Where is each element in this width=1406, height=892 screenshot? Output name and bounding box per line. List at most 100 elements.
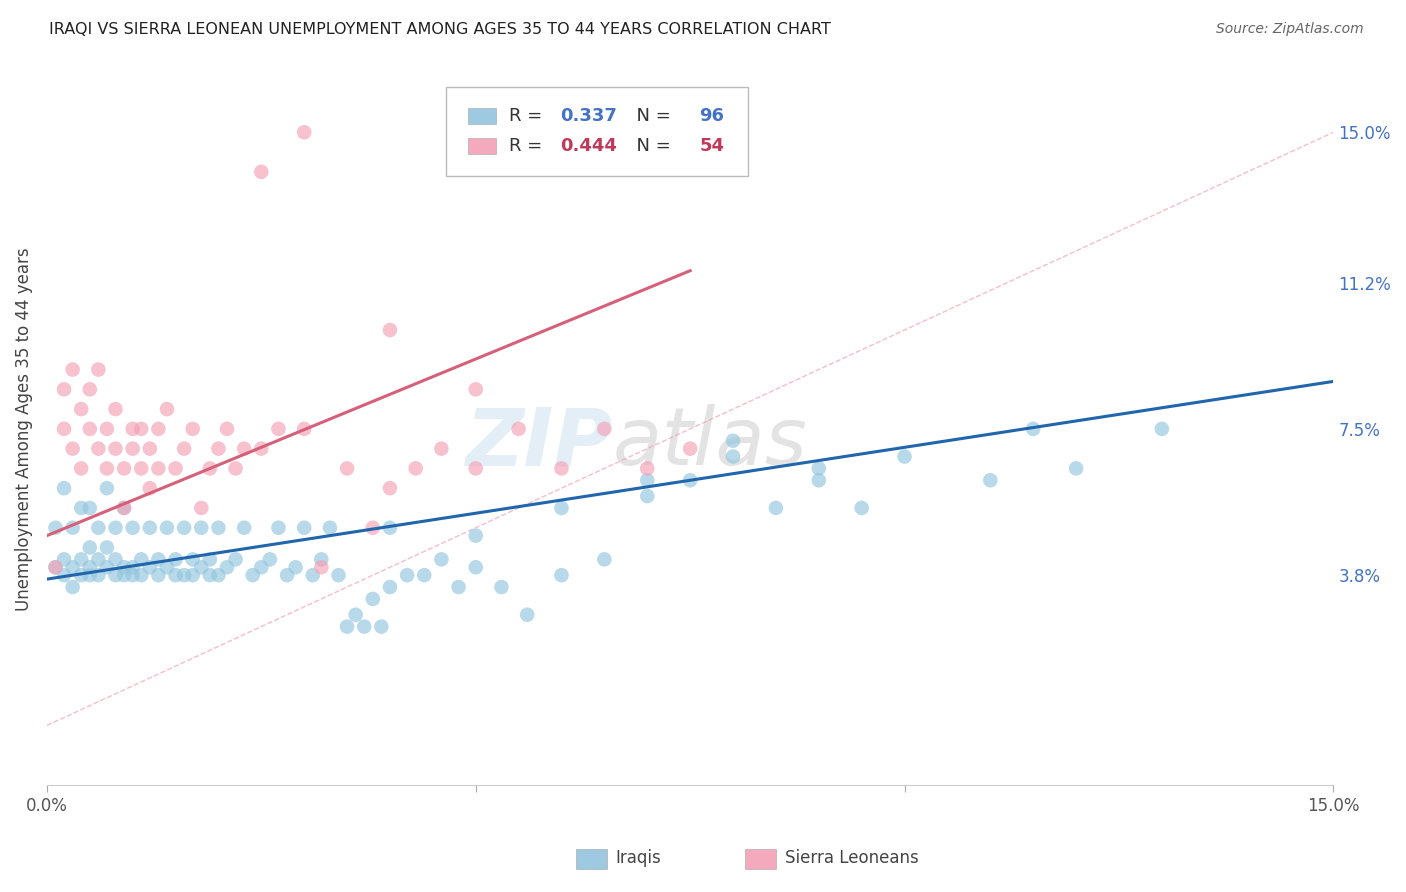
Point xyxy=(62,442,84,456)
Point xyxy=(148,461,170,475)
Point xyxy=(62,560,84,574)
Point xyxy=(464,382,486,396)
Point xyxy=(276,568,298,582)
Point xyxy=(292,125,315,139)
Point xyxy=(53,422,76,436)
Point xyxy=(104,521,127,535)
Point xyxy=(284,560,307,574)
Point xyxy=(96,560,118,574)
Text: 96: 96 xyxy=(699,107,724,125)
Text: 0.444: 0.444 xyxy=(560,137,617,155)
Point xyxy=(405,461,427,475)
Point xyxy=(361,521,384,535)
Point xyxy=(173,521,195,535)
Point xyxy=(173,442,195,456)
Point xyxy=(79,568,101,582)
Point xyxy=(104,568,127,582)
Point xyxy=(1064,461,1087,475)
Point xyxy=(765,500,787,515)
Point xyxy=(807,461,830,475)
Text: 0.337: 0.337 xyxy=(560,107,617,125)
Point xyxy=(491,580,513,594)
FancyBboxPatch shape xyxy=(468,138,496,154)
Point xyxy=(292,422,315,436)
Point xyxy=(121,521,143,535)
Point xyxy=(250,165,273,179)
Point xyxy=(62,362,84,376)
Point xyxy=(721,434,744,448)
Text: ZIP: ZIP xyxy=(465,404,613,482)
Point xyxy=(1150,422,1173,436)
Point xyxy=(378,580,401,594)
Point xyxy=(311,552,333,566)
Point xyxy=(233,521,256,535)
Point xyxy=(370,619,392,633)
Point xyxy=(353,619,375,633)
Point xyxy=(378,323,401,337)
Text: Sierra Leoneans: Sierra Leoneans xyxy=(785,849,918,867)
Point xyxy=(430,552,453,566)
Text: R =: R = xyxy=(509,107,548,125)
Point xyxy=(70,461,93,475)
Point xyxy=(165,461,187,475)
Point xyxy=(129,422,152,436)
Point xyxy=(508,422,530,436)
Point xyxy=(679,442,702,456)
Point xyxy=(70,402,93,417)
Point xyxy=(96,541,118,555)
Point xyxy=(378,481,401,495)
Point xyxy=(550,461,572,475)
Point xyxy=(593,422,616,436)
Point xyxy=(464,528,486,542)
Point xyxy=(148,552,170,566)
Point xyxy=(44,560,66,574)
Point xyxy=(464,461,486,475)
Point xyxy=(190,500,212,515)
Point xyxy=(250,560,273,574)
Point xyxy=(807,473,830,487)
Point xyxy=(121,442,143,456)
Point xyxy=(87,442,110,456)
Point xyxy=(121,560,143,574)
Point xyxy=(396,568,419,582)
Point xyxy=(207,442,229,456)
Point xyxy=(53,481,76,495)
Point xyxy=(242,568,264,582)
Point xyxy=(267,422,290,436)
Point xyxy=(336,461,359,475)
Point xyxy=(129,552,152,566)
Point xyxy=(979,473,1001,487)
Point xyxy=(62,521,84,535)
Point xyxy=(148,568,170,582)
Point xyxy=(79,382,101,396)
Point xyxy=(165,552,187,566)
Point xyxy=(156,521,179,535)
Point xyxy=(181,422,204,436)
Point xyxy=(679,473,702,487)
Point xyxy=(311,560,333,574)
Point xyxy=(259,552,281,566)
Text: Iraqis: Iraqis xyxy=(616,849,662,867)
Point xyxy=(156,402,179,417)
Point xyxy=(62,580,84,594)
Y-axis label: Unemployment Among Ages 35 to 44 years: Unemployment Among Ages 35 to 44 years xyxy=(15,247,32,611)
Point xyxy=(139,442,162,456)
Point xyxy=(121,568,143,582)
Point xyxy=(207,521,229,535)
Point xyxy=(181,552,204,566)
Point xyxy=(250,442,273,456)
Point xyxy=(721,450,744,464)
Point xyxy=(104,402,127,417)
Point xyxy=(198,552,221,566)
Point xyxy=(139,481,162,495)
Point xyxy=(129,568,152,582)
Point xyxy=(44,521,66,535)
Point xyxy=(319,521,342,535)
Point xyxy=(636,473,658,487)
Point xyxy=(173,568,195,582)
Point xyxy=(79,500,101,515)
Point xyxy=(70,552,93,566)
Point xyxy=(96,481,118,495)
Point xyxy=(79,560,101,574)
Point xyxy=(267,521,290,535)
